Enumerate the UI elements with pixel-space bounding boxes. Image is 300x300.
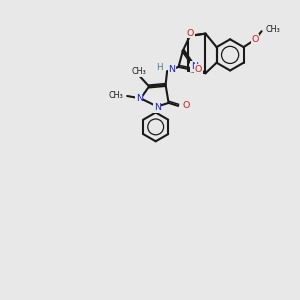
Text: H: H <box>156 63 163 72</box>
Text: N: N <box>169 65 176 74</box>
Text: N: N <box>154 103 161 112</box>
Text: O: O <box>251 35 259 44</box>
Text: O: O <box>194 65 202 74</box>
Text: N: N <box>136 94 143 103</box>
Text: CH₃: CH₃ <box>265 25 280 34</box>
Text: O: O <box>187 28 194 38</box>
Text: N: N <box>191 62 198 71</box>
Text: O: O <box>183 101 190 110</box>
Text: CH₃: CH₃ <box>109 92 124 100</box>
Text: CH₃: CH₃ <box>131 67 146 76</box>
